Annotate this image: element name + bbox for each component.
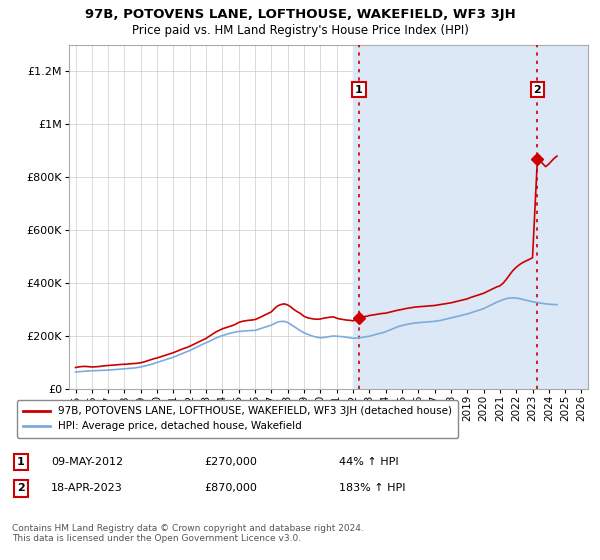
Bar <box>549 45 588 389</box>
Text: 18-APR-2023: 18-APR-2023 <box>51 483 123 493</box>
Text: £870,000: £870,000 <box>204 483 257 493</box>
Text: 2: 2 <box>533 85 541 95</box>
Text: 1: 1 <box>17 457 25 467</box>
Text: 09-MAY-2012: 09-MAY-2012 <box>51 457 123 467</box>
Bar <box>353 45 588 389</box>
Text: Contains HM Land Registry data © Crown copyright and database right 2024.
This d: Contains HM Land Registry data © Crown c… <box>12 524 364 543</box>
Text: 44% ↑ HPI: 44% ↑ HPI <box>339 457 398 467</box>
Text: Price paid vs. HM Land Registry's House Price Index (HPI): Price paid vs. HM Land Registry's House … <box>131 24 469 36</box>
Text: 183% ↑ HPI: 183% ↑ HPI <box>339 483 406 493</box>
Legend: 97B, POTOVENS LANE, LOFTHOUSE, WAKEFIELD, WF3 3JH (detached house), HPI: Average: 97B, POTOVENS LANE, LOFTHOUSE, WAKEFIELD… <box>17 400 458 438</box>
Text: 97B, POTOVENS LANE, LOFTHOUSE, WAKEFIELD, WF3 3JH: 97B, POTOVENS LANE, LOFTHOUSE, WAKEFIELD… <box>85 8 515 21</box>
Text: 1: 1 <box>355 85 363 95</box>
Text: £270,000: £270,000 <box>204 457 257 467</box>
Text: 2: 2 <box>17 483 25 493</box>
